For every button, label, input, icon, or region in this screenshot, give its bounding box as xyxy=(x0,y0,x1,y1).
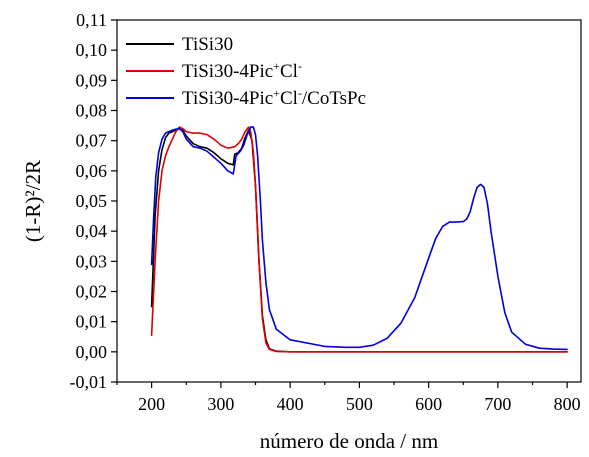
y-axis-ticks: -0,01 0,00 0,01 0,02 0,03 0,04 0,05 0,06 0,07 0,0… xyxy=(70,10,117,392)
x-tick-label: 300 xyxy=(207,394,234,414)
legend-label-part: - xyxy=(298,59,302,73)
y-tick-label: 0,07 xyxy=(76,131,108,151)
x-tick-label: 700 xyxy=(484,394,511,414)
y-tick-label: 0,05 xyxy=(76,191,108,211)
series-line-3 xyxy=(150,126,568,351)
y-tick-label: 0,11 xyxy=(76,10,107,30)
legend-label-part: /CoTsPc xyxy=(302,88,366,109)
legend-label-part: + xyxy=(273,59,280,73)
legend-label-part: TiSi30 xyxy=(182,34,233,55)
y-tick-label: 0,01 xyxy=(76,312,108,332)
legend-label-part: TiSi30-4Pic xyxy=(182,61,273,82)
y-tick-label: 0,04 xyxy=(76,221,108,241)
y-axis-title: (1-R)²/2R xyxy=(21,160,45,242)
legend-label-2: TiSi30-4Pic+Cl- xyxy=(182,59,302,82)
x-tick-label: 600 xyxy=(415,394,442,414)
y-tick-label: 0,02 xyxy=(76,282,108,302)
legend-label-part: TiSi30-4Pic xyxy=(182,88,273,109)
legend-label-part: + xyxy=(273,86,280,100)
x-axis-title: número de onda / nm xyxy=(260,429,438,453)
x-tick-label: 200 xyxy=(138,394,165,414)
y-tick-label: 0,08 xyxy=(76,101,108,121)
y-tick-label: -0,01 xyxy=(70,372,108,392)
y-tick-label: 0,06 xyxy=(76,161,108,181)
y-tick-label: 0,03 xyxy=(76,251,108,271)
x-tick-label: 500 xyxy=(346,394,373,414)
x-tick-label: 400 xyxy=(277,394,304,414)
legend-label-part: Cl xyxy=(280,61,298,82)
x-tick-label: 800 xyxy=(554,394,581,414)
y-tick-label: 0,10 xyxy=(76,40,108,60)
x-axis-ticks: 200 300 400 500 600 700 800 xyxy=(116,382,581,414)
legend-label-part: Cl xyxy=(280,88,298,109)
y-tick-label: 0,00 xyxy=(76,342,108,362)
series-line-2 xyxy=(150,126,568,353)
legend-label-part: - xyxy=(298,86,302,100)
y-tick-label: 0,09 xyxy=(76,70,108,90)
series-line-1 xyxy=(150,127,568,353)
legend-label-3: TiSi30-4Pic+Cl-/CoTsPc xyxy=(182,86,366,109)
legend-label-1: TiSi30 xyxy=(182,34,233,55)
series-group xyxy=(150,126,568,353)
legend: TiSi30TiSi30-4Pic+Cl-TiSi30-4Pic+Cl-/CoT… xyxy=(126,34,366,109)
